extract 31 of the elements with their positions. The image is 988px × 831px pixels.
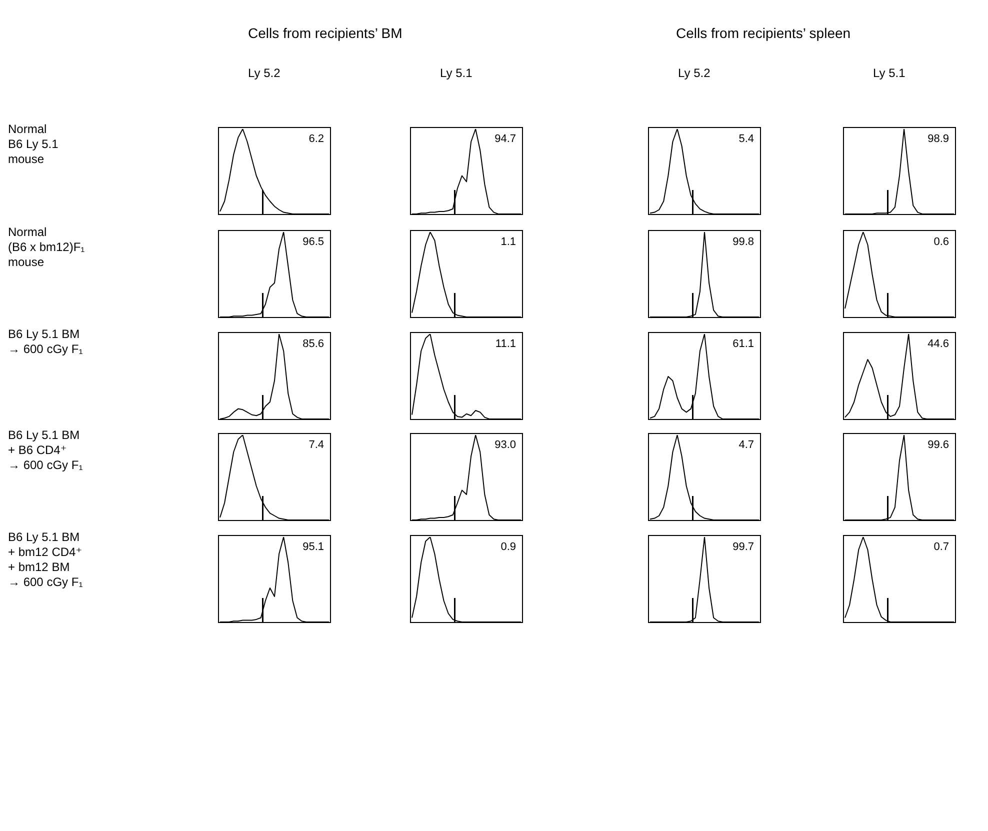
annotation: 93.0 <box>494 439 516 451</box>
annotation: 44.6 <box>928 338 949 350</box>
text: Cells from recipients’ spleen <box>676 25 852 41</box>
annotation: 96.5 <box>302 236 324 248</box>
annotation: 94.7 <box>494 133 516 145</box>
text: Ly 5.1 <box>873 66 906 81</box>
text: Ly 5.2 <box>678 66 712 81</box>
text: Ly 5.2 <box>248 66 282 81</box>
annotation: 0.9 <box>500 541 516 553</box>
text: B6 Ly 5.1 BM + bm12 CD4⁺ + bm12 BM → 600 cGy F₁ <box>8 530 84 590</box>
text: B6 Ly 5.1 BM + B6 CD4⁺ → 600 cGy F₁ <box>8 428 84 473</box>
annotation: 4.7 <box>738 439 754 451</box>
text: Cells from recipients’ BM <box>248 25 404 41</box>
annotation: 0.7 <box>934 541 949 553</box>
annotation: 61.1 <box>732 338 754 350</box>
annotation: 11.1 <box>495 338 516 350</box>
text: Normal B6 Ly 5.1 mouse <box>8 122 60 167</box>
text: B6 Ly 5.1 BM → 600 cGy F₁ <box>8 327 84 357</box>
annotation: 1.1 <box>500 236 516 248</box>
annotation: 95.1 <box>302 541 324 553</box>
annotation: 85.6 <box>302 338 324 350</box>
annotation: 7.4 <box>308 439 324 451</box>
annotation: 99.7 <box>732 541 754 553</box>
annotation: 98.9 <box>928 133 949 145</box>
text: Ly 5.1 <box>440 66 474 81</box>
annotation: 99.8 <box>732 236 754 248</box>
text: Normal (B6 x bm12)F₁ mouse <box>8 225 86 270</box>
annotation: 6.2 <box>308 133 324 145</box>
annotation: 0.6 <box>934 236 949 248</box>
annotation: 5.4 <box>738 133 754 145</box>
annotation: 99.6 <box>928 439 949 451</box>
